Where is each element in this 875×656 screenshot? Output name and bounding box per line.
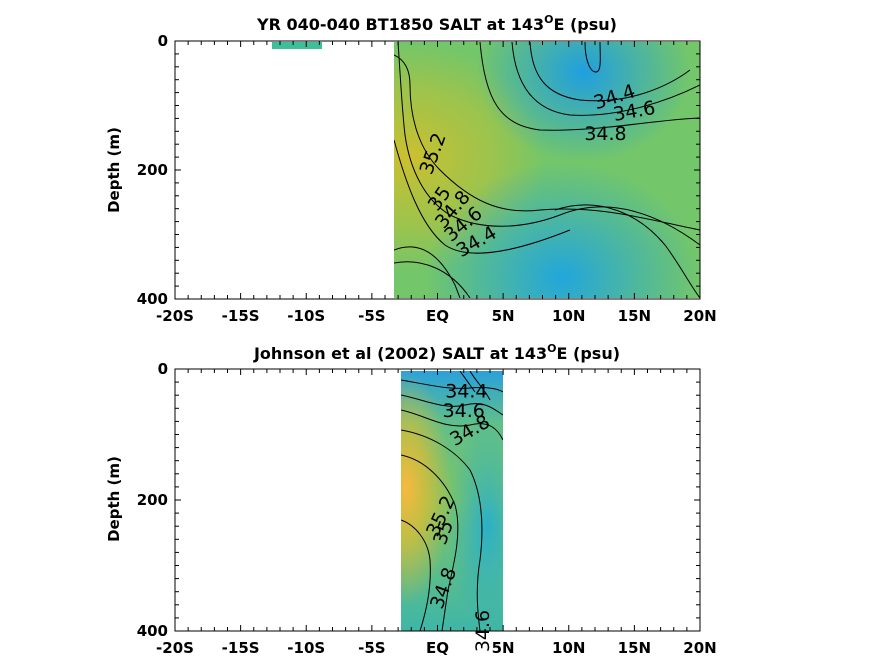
x-tick-label: 20N xyxy=(683,307,716,325)
x-tick-label: -10S xyxy=(287,307,325,325)
x-tick-label: -15S xyxy=(222,639,260,656)
chart-title: YR 040-040 BT1850 SALT at 143OE (psu) xyxy=(256,13,617,34)
y-tick-label: 200 xyxy=(137,161,168,179)
x-ticks: -20S -15S -10S -5S EQ 5N 10N 15N 20N xyxy=(156,369,717,656)
x-tick-label: -5S xyxy=(358,639,385,656)
x-tick-label: 5N xyxy=(492,639,515,656)
x-ticks: -20S -15S -10S -5S EQ 5N 10N 15N 20N xyxy=(156,41,717,325)
y-axis-label: Depth (m) xyxy=(105,456,123,542)
salinity-field xyxy=(401,371,503,631)
contour-lines xyxy=(401,371,503,631)
x-tick-label: EQ xyxy=(426,307,449,325)
x-tick-label: EQ xyxy=(426,639,449,656)
x-tick-label: -15S xyxy=(222,307,260,325)
chart-title: Johnson et al (2002) SALT at 143OE (psu) xyxy=(253,342,620,363)
x-tick-label: 15N xyxy=(618,639,651,656)
panel-top: YR 040-040 BT1850 SALT at 143OE (psu) De… xyxy=(105,13,717,325)
y-tick-label: 200 xyxy=(137,491,168,509)
contour-label: 34.6 xyxy=(443,400,485,422)
y-tick-label: 0 xyxy=(158,32,168,50)
y-tick-label: 400 xyxy=(137,622,168,640)
axes-frame xyxy=(174,368,701,632)
y-axis-label: Depth (m) xyxy=(105,127,123,213)
x-tick-label: -20S xyxy=(156,307,194,325)
y-tick-label: 400 xyxy=(137,290,168,308)
x-tick-label: -5S xyxy=(358,307,385,325)
y-tick-label: 0 xyxy=(158,360,168,378)
y-ticks: 0 200 400 xyxy=(137,360,700,640)
y-ticks: 0 200 400 xyxy=(137,32,700,308)
salinity-field xyxy=(394,42,700,298)
x-tick-label: 10N xyxy=(552,307,585,325)
x-tick-label: -10S xyxy=(287,639,325,656)
x-tick-label: 10N xyxy=(552,639,585,656)
x-tick-label: 20N xyxy=(683,639,716,656)
contour-lines xyxy=(394,42,700,298)
axes-frame xyxy=(174,40,701,300)
x-tick-label: 5N xyxy=(492,307,515,325)
x-tick-label: -20S xyxy=(156,639,194,656)
contour-label: 34.8 xyxy=(584,123,626,145)
x-tick-label: 15N xyxy=(618,307,651,325)
panel-bottom: Johnson et al (2002) SALT at 143OE (psu)… xyxy=(105,342,717,656)
contour-label: 34.4 xyxy=(445,380,487,402)
salinity-patch xyxy=(272,42,322,49)
